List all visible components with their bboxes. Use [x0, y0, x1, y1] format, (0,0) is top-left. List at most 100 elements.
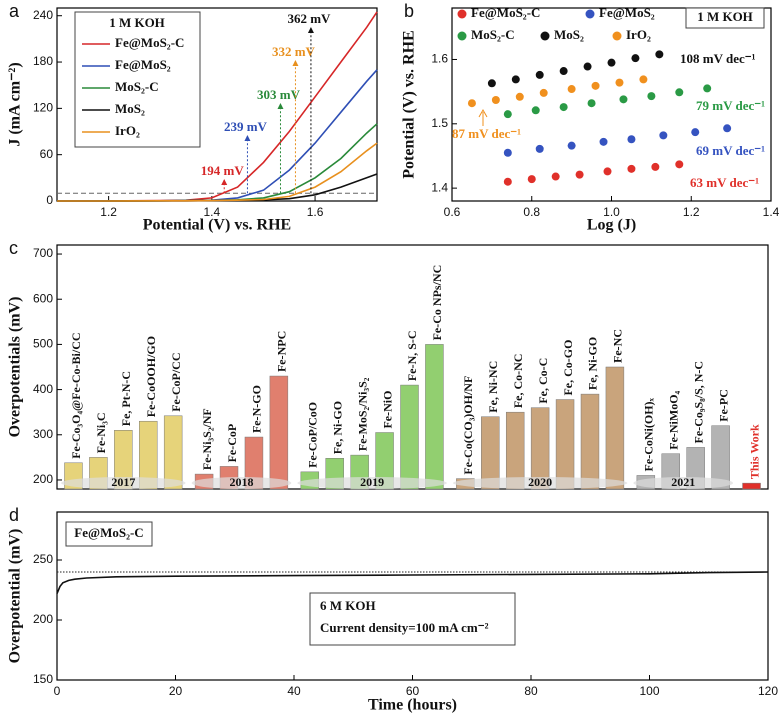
x-tick-label: 1.0	[603, 205, 620, 219]
point	[559, 103, 568, 112]
x-tick-label: 100	[639, 684, 659, 698]
legend-label: Fe@MoS₂	[115, 57, 171, 72]
bar-label: Fe, Ni-GO	[586, 337, 600, 390]
annotation-arrow	[307, 27, 314, 33]
x-tick-label: 60	[406, 684, 420, 698]
point	[503, 110, 512, 119]
bar-label: Fe-NC	[611, 329, 625, 363]
annotation: 332 mV	[272, 44, 316, 59]
legend-label: IrO₂	[115, 123, 140, 138]
bar-label: Fe-CoP/CoO	[306, 402, 320, 468]
x-tick-label: 120	[758, 684, 778, 698]
point	[703, 84, 712, 93]
slope-label: 79 mV dec⁻¹	[696, 98, 765, 113]
group-label: 2018	[229, 475, 253, 489]
legend-label: MoS₂	[554, 27, 584, 42]
bar-label: Fe, Ni-NC	[486, 361, 500, 413]
point	[723, 124, 732, 133]
point	[603, 167, 612, 176]
point	[615, 78, 624, 87]
point	[659, 131, 668, 140]
bar	[375, 432, 394, 490]
annotation: 6 M KOH	[320, 598, 376, 613]
legend-title: 1 M KOH	[109, 15, 165, 30]
point	[627, 164, 636, 173]
annotation: 362 mV	[287, 11, 331, 26]
bar	[269, 375, 289, 490]
bar-label: Fe, Ni-GO	[330, 401, 344, 454]
bar	[400, 384, 419, 490]
bar-label: Fe-N-GO	[250, 385, 264, 433]
bar-label: Fe, Co-NC	[511, 354, 525, 409]
annotation-box	[309, 592, 516, 646]
legend-swatch	[457, 9, 467, 19]
legend-label: MoS₂-C	[115, 79, 159, 94]
y-axis-label: Overpotentials (mV)	[7, 297, 24, 438]
series-line	[57, 142, 378, 202]
point	[651, 162, 660, 171]
point	[551, 172, 560, 181]
y-tick-label: 120	[33, 101, 53, 115]
legend-label: MoS₂-C	[471, 27, 515, 42]
panel-label: c	[9, 238, 18, 258]
y-tick-label: 600	[33, 291, 53, 305]
legend-title: 1 M KOH	[697, 9, 753, 24]
panel-label: b	[404, 1, 414, 21]
plot-frame	[56, 511, 769, 681]
y-axis-label: Overpotential (mV)	[7, 529, 24, 664]
group-shadow	[452, 477, 628, 489]
bar-label: Fe-CoNi(OH)ₓ	[642, 397, 656, 471]
y-tick-label: 240	[33, 8, 53, 22]
point	[467, 99, 476, 108]
bar	[580, 393, 600, 490]
point	[503, 148, 512, 157]
bar-label: Fe-MoS₂/Ni₃S₂	[355, 377, 369, 451]
point	[647, 92, 656, 101]
legend-swatch	[585, 9, 595, 19]
series-line	[56, 571, 769, 594]
annotation: Current density=100 mA cm⁻²	[320, 620, 489, 635]
group-shadow	[60, 477, 186, 489]
bar-label: Fe-NPC	[275, 331, 289, 372]
legend-label: MoS₂	[115, 101, 145, 116]
y-tick-label: 150	[33, 672, 53, 686]
slope-label: 69 mV dec⁻¹	[696, 143, 765, 158]
point	[527, 175, 536, 184]
point	[619, 95, 628, 104]
y-axis-label: Potential (V) vs. RHE	[401, 30, 418, 178]
point	[675, 88, 684, 97]
x-tick-label: 1.4	[203, 205, 220, 219]
point	[575, 170, 584, 179]
legend-label: Fe@MoS₂-C	[74, 525, 143, 540]
x-tick-label: 1.2	[100, 205, 117, 219]
annotation-arrow	[292, 60, 299, 66]
bar-label: Fe-Co(CO₃)OH/NF	[461, 376, 475, 475]
annotation-arrow	[478, 108, 488, 126]
legend-swatch	[612, 31, 622, 41]
group-shadow	[297, 477, 447, 489]
point	[531, 106, 540, 115]
y-tick-label: 250	[33, 552, 53, 566]
legend-box	[65, 521, 153, 547]
legend-swatch	[457, 31, 467, 41]
bar	[114, 430, 133, 490]
point	[591, 81, 600, 90]
point	[691, 128, 700, 137]
point	[559, 67, 568, 76]
group-shadow	[191, 477, 292, 489]
x-tick-label: 20	[169, 684, 183, 698]
bar-label: Fe-Ni₃C	[94, 412, 108, 453]
x-axis-label: Log (J)	[587, 217, 636, 234]
bar	[555, 399, 575, 490]
bar-label: Fe-Ni₃S₂/NF	[200, 408, 214, 470]
legend-label: Fe@MoS₂	[599, 5, 655, 20]
y-tick-label: 1.5	[431, 116, 448, 130]
annotation: 239 mV	[224, 119, 268, 134]
y-tick-label: 200	[33, 472, 53, 486]
point	[567, 85, 576, 94]
legend-box	[74, 11, 201, 148]
bar-label: Fe-Co₃O₄@Fe-Co-Bi/CC	[69, 332, 83, 458]
point	[639, 75, 648, 84]
legend-box	[685, 7, 765, 29]
